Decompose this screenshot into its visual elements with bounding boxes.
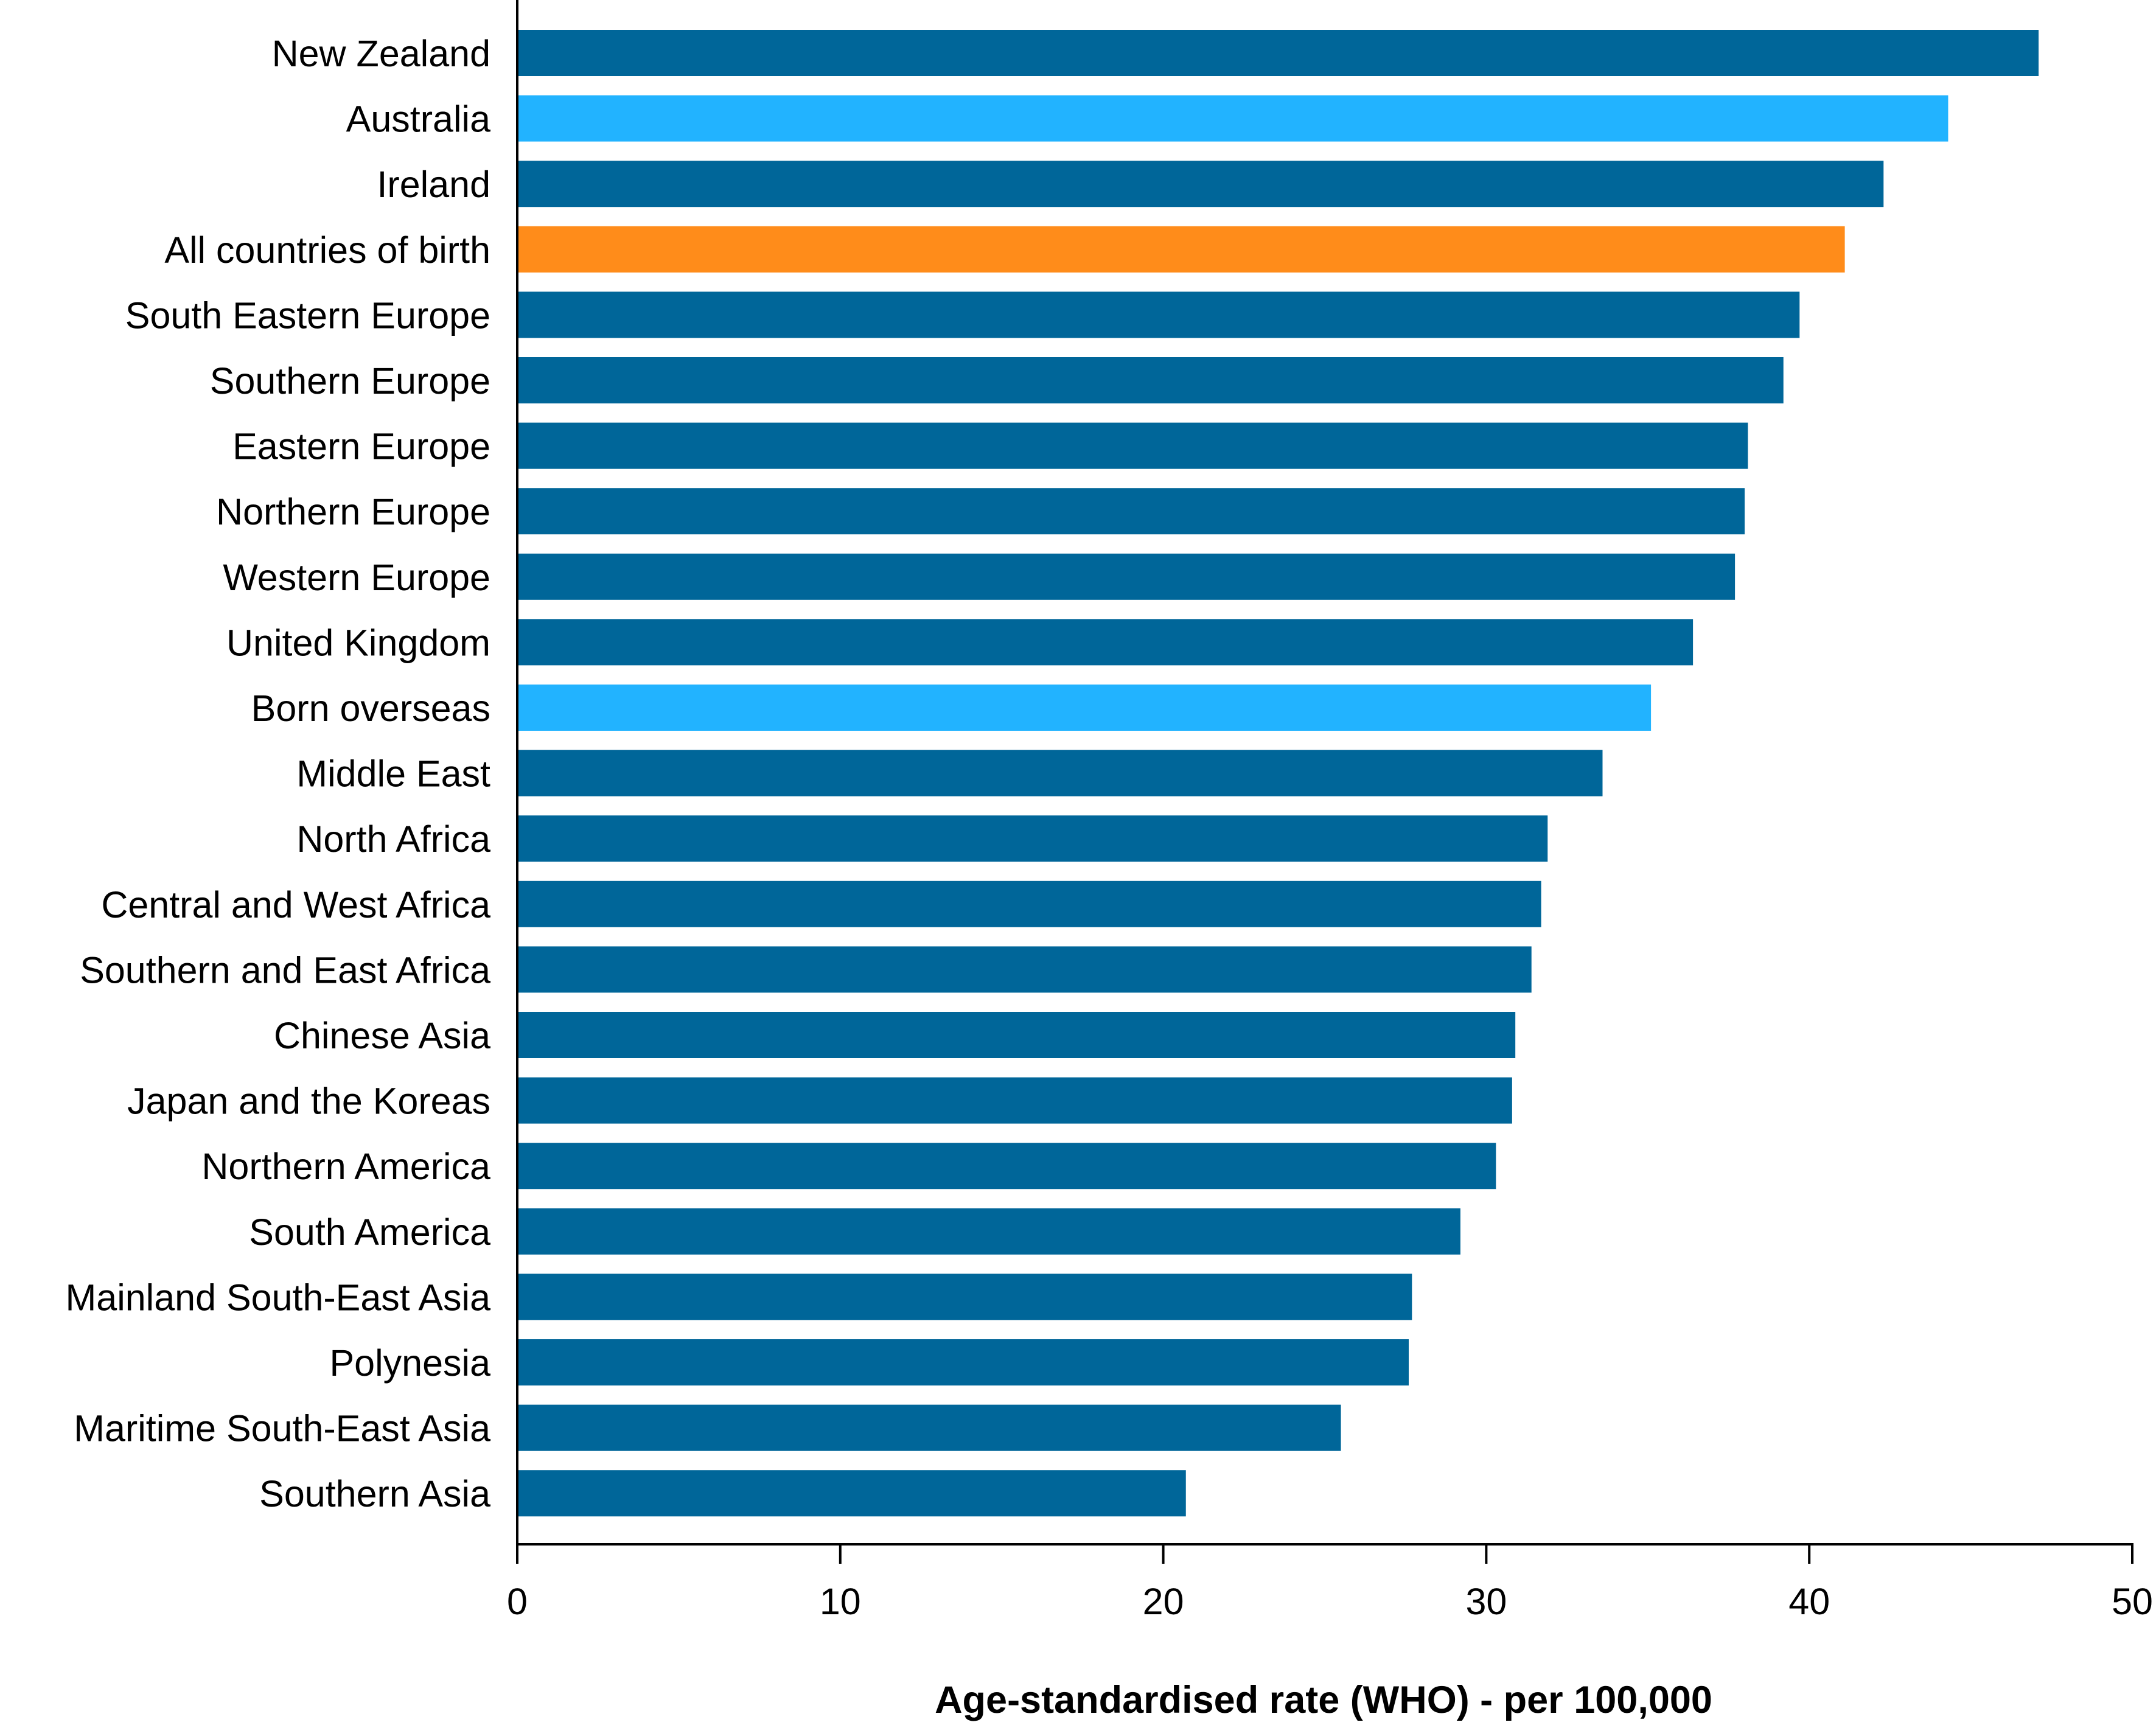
bar-maritime-south-east-asia [518,1404,1341,1451]
x-axis-ticks: 0 10 20 30 40 50 [507,1544,2153,1622]
category-label-maritime-south-east-asia: Maritime South-East Asia [74,1408,490,1449]
bar-chinese-asia [518,1012,1516,1058]
bar-southern-and-east-africa [518,946,1532,993]
category-label-new-zealand: New Zealand [272,33,490,74]
bar-new-zealand [518,30,2039,76]
axes [516,0,2133,1546]
category-labels: New Zealand Australia Ireland All countries… [65,33,490,1514]
category-label-southern-asia: Southern Asia [259,1473,490,1514]
category-label-central-and-west-africa: Central and West Africa [101,884,490,925]
category-label-northern-america: Northern America [201,1146,490,1187]
bar-middle-east [518,750,1603,796]
bar-south-eastern-europe [518,291,1800,338]
bar-born-overseas [518,685,1652,731]
category-label-chinese-asia: Chinese Asia [274,1015,490,1056]
bar-mainland-south-east-asia [518,1274,1412,1320]
x-tick-label-10: 10 [820,1581,861,1622]
bar-all-countries-of-birth [518,226,1845,273]
bar-northern-europe [518,488,1745,535]
category-label-western-europe: Western Europe [223,557,490,598]
category-label-australia: Australia [346,99,490,140]
bar-central-and-west-africa [518,880,1541,927]
category-label-japan-and-the-koreas: Japan and the Koreas [127,1081,490,1122]
category-label-middle-east: Middle East [296,753,490,795]
bar-polynesia [518,1339,1409,1385]
category-label-north-africa: North Africa [296,818,490,860]
bar-south-america [518,1208,1460,1255]
category-label-mainland-south-east-asia: Mainland South-East Asia [65,1277,490,1318]
category-label-ireland: Ireland [377,164,490,205]
bar-northern-america [518,1143,1496,1190]
x-tick-label-30: 30 [1465,1581,1507,1622]
bar-eastern-europe [518,422,1748,469]
bar-southern-europe [518,357,1784,403]
category-label-south-america: South America [249,1211,490,1253]
bar-north-africa [518,815,1548,862]
bars-group [518,30,2039,1517]
category-label-southern-europe: Southern Europe [210,360,490,402]
bar-japan-and-the-koreas [518,1077,1512,1124]
category-label-all-countries-of-birth: All countries of birth [164,229,490,271]
category-label-polynesia: Polynesia [330,1342,491,1384]
category-label-eastern-europe: Eastern Europe [232,426,490,467]
category-label-south-eastern-europe: South Eastern Europe [125,294,490,336]
bar-ireland [518,161,1884,207]
x-axis-title: Age-standardised rate (WHO) - per 100,00… [935,1679,1712,1721]
category-label-southern-and-east-africa: Southern and East Africa [80,949,490,991]
category-label-northern-europe: Northern Europe [216,491,490,532]
bar-western-europe [518,553,1736,600]
category-label-united-kingdom: United Kingdom [226,622,490,663]
bar-australia [518,95,1948,142]
category-label-born-overseas: Born overseas [251,688,490,729]
bar-united-kingdom [518,619,1694,666]
bar-southern-asia [518,1470,1186,1517]
x-tick-label-20: 20 [1143,1581,1184,1622]
x-tick-label-50: 50 [2112,1581,2153,1622]
x-tick-label-40: 40 [1788,1581,1830,1622]
x-tick-label-0: 0 [507,1581,528,1622]
